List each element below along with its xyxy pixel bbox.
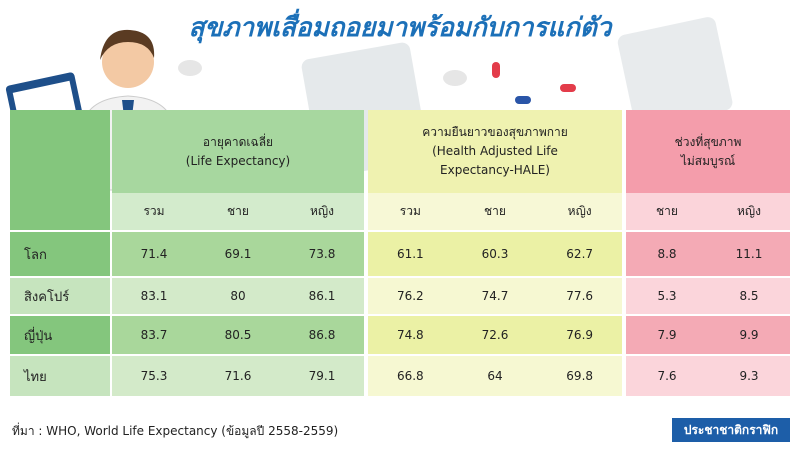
pill <box>178 60 202 76</box>
title: สุขภาพเสื่อมถอยมาพร้อมกับการแก่ตัว <box>188 12 612 43</box>
doctor-hair <box>100 29 155 60</box>
value-cell: 77.6 <box>537 278 622 314</box>
column-header: หญิง <box>708 193 790 230</box>
capsule <box>560 84 576 92</box>
logo: ประชาชาติกราฟิก <box>672 418 790 442</box>
value-cell: 8.5 <box>708 278 790 314</box>
column-header: หญิง <box>280 193 364 230</box>
value-cell: 74.7 <box>452 278 538 314</box>
group-header-line: อายุคาดเฉลี่ย <box>202 134 274 149</box>
value-cell: 11.1 <box>708 232 790 276</box>
row-label: ไทย <box>10 356 110 396</box>
group-header-line: ไม่สมบูรณ์ <box>680 153 736 168</box>
column-header: รวม <box>368 193 453 230</box>
value-cell: 86.1 <box>280 278 364 314</box>
row-label: โลก <box>10 232 110 276</box>
source: ที่มา : WHO, World Life Expectancy (ข้อม… <box>12 423 339 438</box>
row-label: ญี่ปุ่น <box>10 316 110 354</box>
value-cell: 9.3 <box>708 356 790 396</box>
group-header: ช่วงที่สุขภาพไม่สมบูรณ์ <box>626 110 790 193</box>
group-header-line: ความยืนยาวของสุขภาพกาย <box>422 125 568 139</box>
value-cell: 69.8 <box>537 356 622 396</box>
group-header: ความยืนยาวของสุขภาพกาย (Health Adjusted L… <box>368 110 622 193</box>
blister-pack <box>617 17 733 128</box>
value-cell: 72.6 <box>452 316 538 354</box>
group-header-line: Expectancy-HALE) <box>440 163 550 177</box>
corner <box>10 110 110 230</box>
value-cell: 7.6 <box>626 356 708 396</box>
capsule <box>515 96 531 104</box>
value-cell: 80.5 <box>196 316 280 354</box>
value-cell: 71.6 <box>196 356 280 396</box>
doctor-head <box>102 36 154 88</box>
value-cell: 61.1 <box>368 232 453 276</box>
value-cell: 83.7 <box>112 316 196 354</box>
pill <box>443 70 467 86</box>
column-header: รวม <box>112 193 196 230</box>
value-cell: 83.1 <box>112 278 196 314</box>
value-cell: 79.1 <box>280 356 364 396</box>
value-cell: 7.9 <box>626 316 708 354</box>
capsule <box>492 62 500 78</box>
value-cell: 69.1 <box>196 232 280 276</box>
value-cell: 5.3 <box>626 278 708 314</box>
value-cell: 74.8 <box>368 316 453 354</box>
column-header: ชาย <box>196 193 280 230</box>
group-header-line: (Health Adjusted Life <box>432 144 558 158</box>
value-cell: 71.4 <box>112 232 196 276</box>
column-header: ชาย <box>626 193 708 230</box>
value-cell: 76.2 <box>368 278 453 314</box>
value-cell: 66.8 <box>368 356 453 396</box>
value-cell: 73.8 <box>280 232 364 276</box>
value-cell: 75.3 <box>112 356 196 396</box>
value-cell: 62.7 <box>537 232 622 276</box>
row-label: สิงคโปร์ <box>10 278 110 314</box>
value-cell: 8.8 <box>626 232 708 276</box>
column-header: ชาย <box>452 193 538 230</box>
value-cell: 80 <box>196 278 280 314</box>
group-header: อายุคาดเฉลี่ย (Life Expectancy) <box>112 110 364 193</box>
group-header-line: ช่วงที่สุขภาพ <box>674 134 742 149</box>
value-cell: 76.9 <box>537 316 622 354</box>
group-header-line: (Life Expectancy) <box>185 153 291 168</box>
value-cell: 86.8 <box>280 316 364 354</box>
value-cell: 9.9 <box>708 316 790 354</box>
value-cell: 64 <box>452 356 538 396</box>
column-header: หญิง <box>537 193 622 230</box>
value-cell: 60.3 <box>452 232 538 276</box>
